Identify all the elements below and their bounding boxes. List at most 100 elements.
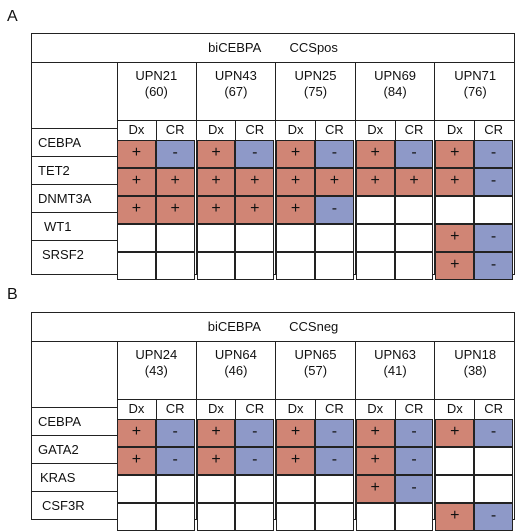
empty-cell xyxy=(276,252,315,280)
patient-block: UPN43 (67) Dx CR + - + + + + xyxy=(196,62,277,280)
phase-cr: CR xyxy=(165,122,185,137)
mutation-absent-cell: - xyxy=(235,447,275,475)
patient-header: UPN69 (84) xyxy=(355,62,435,121)
empty-cell xyxy=(155,475,195,503)
phase-row: Dx CR xyxy=(435,120,515,140)
mutation-absent-cell: - xyxy=(474,419,513,447)
empty-cell xyxy=(394,224,434,252)
patient-value: (84) xyxy=(383,84,407,99)
phase-dx: Dx xyxy=(367,401,384,416)
patient-id: UPN25 xyxy=(294,68,337,83)
patient-id: UPN43 xyxy=(214,68,257,83)
phase-dx: Dx xyxy=(287,401,304,416)
patient-id: UPN63 xyxy=(374,347,417,362)
patient-block: UPN69 (84) Dx CR + - + + xyxy=(355,62,436,280)
gene-row-divider xyxy=(32,128,117,129)
empty-cell xyxy=(155,224,195,252)
empty-cell xyxy=(117,252,156,280)
mutation-present-cell: + xyxy=(196,196,236,224)
mutation-present-cell: + xyxy=(155,168,195,196)
phase-dx: Dx xyxy=(128,401,145,416)
mutation-present-cell: + xyxy=(196,419,236,447)
phase-row: Dx CR xyxy=(435,399,515,419)
empty-cell xyxy=(276,503,315,531)
empty-cell xyxy=(435,196,475,224)
phase-row: Dx CR xyxy=(276,120,355,140)
empty-cell xyxy=(355,196,395,224)
empty-cell xyxy=(394,503,434,531)
patient-value: (57) xyxy=(303,363,328,378)
phase-row: Dx CR xyxy=(197,399,276,419)
mutation-present-cell: + xyxy=(435,168,475,196)
gene-row-divider xyxy=(32,212,117,213)
gene-column: CEBPA GATA2 KRAS CSF3R xyxy=(32,341,118,519)
patient-header: UPN24 (43) xyxy=(117,341,196,400)
patient-header: UPN43 (67) xyxy=(196,62,276,121)
empty-cell xyxy=(276,224,315,252)
mutation-absent-cell: - xyxy=(155,140,195,168)
mutation-present-cell: + xyxy=(155,196,195,224)
empty-cell xyxy=(196,252,236,280)
gene-row-divider xyxy=(32,240,117,241)
mutation-present-cell: + xyxy=(117,447,156,475)
mutation-absent-cell: - xyxy=(155,419,195,447)
panel-frame: biCEBPA CCSpos CEBPA TET2 DNMT3A WT1 SRSF2 UPN… xyxy=(31,33,515,280)
gene-label: WT1 xyxy=(44,219,72,234)
mutation-absent-cell: - xyxy=(314,419,354,447)
empty-cell xyxy=(314,224,354,252)
phase-divider xyxy=(474,399,476,419)
mutation-present-cell: + xyxy=(276,419,315,447)
gene-label: TET2 xyxy=(38,163,70,178)
phase-cr: CR xyxy=(165,401,185,416)
mutation-absent-cell: - xyxy=(314,447,354,475)
patient-value: (43) xyxy=(144,363,168,378)
patient-value: (76) xyxy=(463,84,487,99)
panel-frame: biCEBPA CCSneg CEBPA GATA2 KRAS CSF3R UPN24 (4… xyxy=(31,312,515,531)
phase-row: Dx CR xyxy=(117,399,196,419)
empty-cell xyxy=(235,475,275,503)
empty-cell xyxy=(196,475,236,503)
mutation-present-cell: + xyxy=(276,196,315,224)
phase-row: Dx CR xyxy=(197,120,276,140)
mutation-present-cell: + xyxy=(435,419,475,447)
patient-id: UPN64 xyxy=(214,347,257,362)
empty-cell xyxy=(474,447,513,475)
empty-cell xyxy=(276,475,315,503)
mutation-absent-cell: - xyxy=(235,419,275,447)
panel-letter: B xyxy=(7,286,18,303)
patient-id: UPN21 xyxy=(135,68,178,83)
gene-label: SRSF2 xyxy=(42,247,84,262)
empty-cell xyxy=(435,447,475,475)
phase-dx: Dx xyxy=(208,401,224,416)
patient-header: UPN25 (75) xyxy=(276,62,355,121)
mutation-absent-cell: - xyxy=(314,140,354,168)
phase-divider xyxy=(474,120,476,140)
patient-value: (60) xyxy=(144,84,168,99)
mutation-present-cell: + xyxy=(394,168,434,196)
mutation-present-cell: + xyxy=(276,140,315,168)
phase-divider xyxy=(394,399,396,419)
title-group-label: biCEBPA xyxy=(207,319,261,334)
patient-block: UPN63 (41) Dx CR + - + - + - xyxy=(355,341,436,531)
mutation-present-cell: + xyxy=(355,447,395,475)
mutation-absent-cell: - xyxy=(474,252,513,280)
phase-dx: Dx xyxy=(128,122,145,137)
phase-divider xyxy=(394,120,396,140)
phase-cr: CR xyxy=(324,122,344,137)
phase-row: Dx CR xyxy=(276,399,355,419)
phase-divider xyxy=(314,399,316,419)
mutation-present-cell: + xyxy=(355,419,395,447)
empty-cell xyxy=(235,503,275,531)
patient-header: UPN18 (38) xyxy=(435,341,515,400)
mutation-present-cell: + xyxy=(196,447,236,475)
mutation-present-cell: + xyxy=(435,503,475,531)
phase-divider xyxy=(155,120,157,140)
empty-cell xyxy=(394,252,434,280)
mutation-present-cell: + xyxy=(196,140,236,168)
patient-value: (46) xyxy=(224,363,248,378)
phase-dx: Dx xyxy=(446,122,463,137)
phase-dx: Dx xyxy=(287,122,304,137)
gene-row-divider xyxy=(32,156,117,157)
gene-row-divider xyxy=(32,184,117,185)
phase-divider xyxy=(314,120,316,140)
